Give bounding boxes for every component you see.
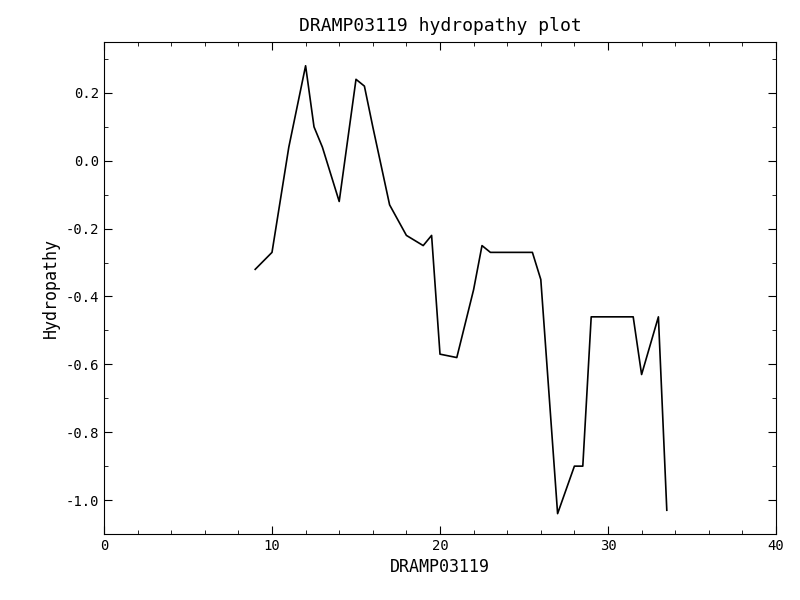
X-axis label: DRAMP03119: DRAMP03119 — [390, 559, 490, 577]
Title: DRAMP03119 hydropathy plot: DRAMP03119 hydropathy plot — [298, 17, 582, 35]
Y-axis label: Hydropathy: Hydropathy — [42, 238, 60, 338]
